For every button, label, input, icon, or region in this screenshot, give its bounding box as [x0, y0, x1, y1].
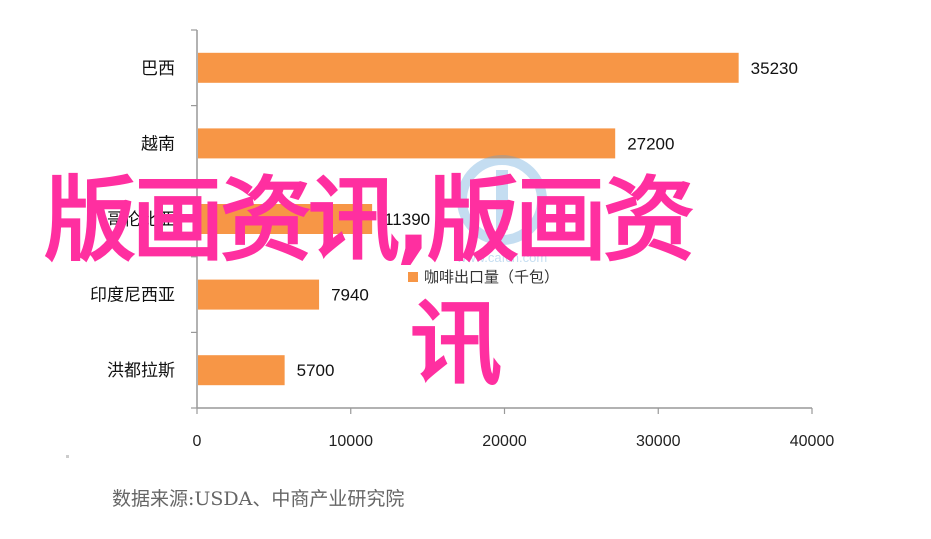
overlay-title-line2: 讯 — [410, 291, 503, 398]
category-label-0: 巴西 — [141, 59, 175, 79]
category-label-3: 印度尼西亚 — [90, 286, 175, 306]
category-label-2: 哥伦比亚 — [107, 210, 175, 230]
corner-dot — [66, 455, 69, 458]
data-label-0: 35230 — [751, 59, 798, 78]
bar-3 — [198, 279, 320, 310]
data-label-1: 27200 — [627, 134, 674, 153]
bar-1 — [198, 128, 616, 159]
x-tick-label-2: 20000 — [482, 433, 527, 450]
data-label-4: 5700 — [297, 361, 335, 380]
watermark-logo: www.cafcn.com — [456, 155, 547, 265]
bar-0 — [198, 52, 739, 83]
category-label-1: 越南 — [141, 134, 175, 154]
overlay-title-line1: 版画资讯,版画资 — [44, 167, 695, 274]
category-label-4: 洪都拉斯 — [107, 361, 175, 381]
bar-4 — [198, 355, 285, 386]
x-tick-label-3: 30000 — [636, 433, 681, 450]
data-label-2: 11390 — [384, 210, 430, 229]
bar-2 — [198, 204, 373, 234]
data-label-3: 7940 — [331, 286, 369, 305]
legend-label: 咖啡出口量（千包） — [424, 268, 559, 286]
x-tick-label-0: 0 — [193, 433, 202, 450]
watermark-text: www.cafcn.com — [456, 250, 547, 265]
legend-swatch — [408, 272, 418, 282]
source-note: 数据来源:USDA、中商产业研究院 — [112, 488, 405, 510]
x-tick-label-1: 10000 — [329, 433, 374, 450]
x-tick-label-4: 40000 — [790, 433, 835, 450]
